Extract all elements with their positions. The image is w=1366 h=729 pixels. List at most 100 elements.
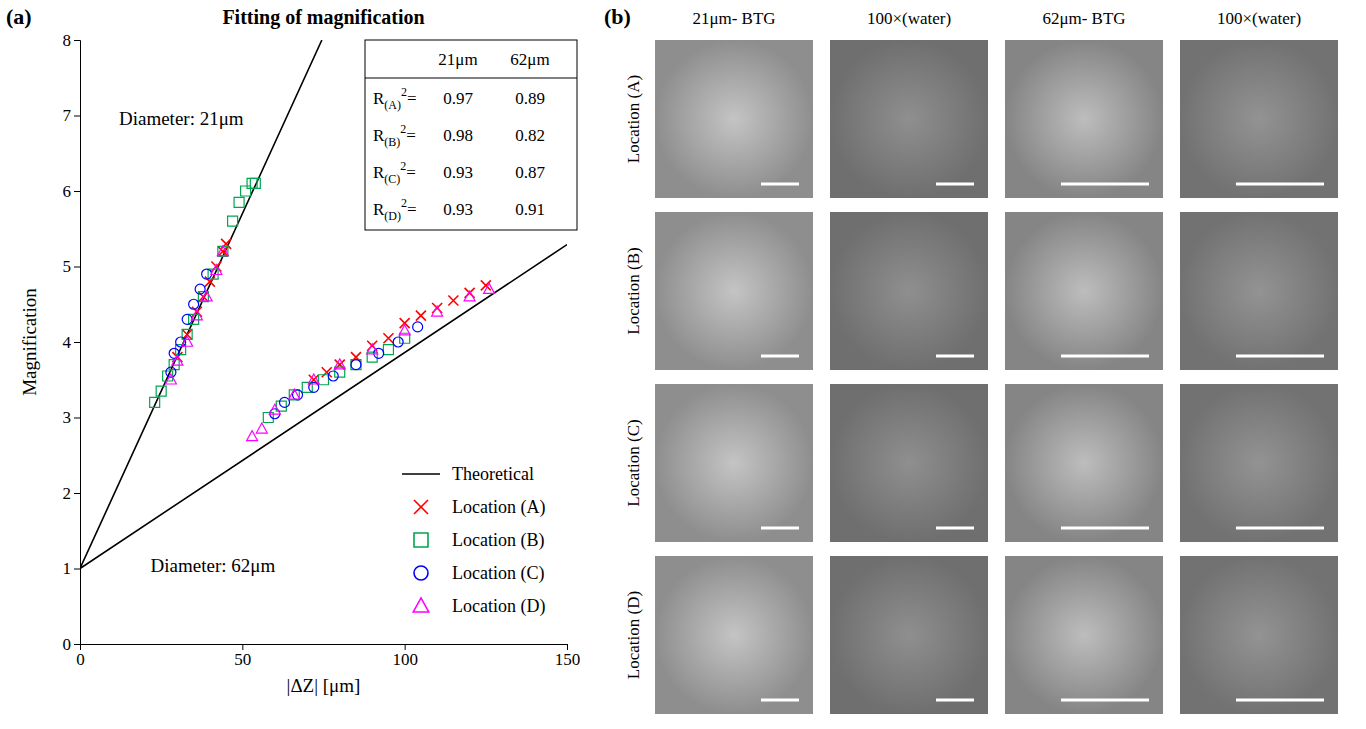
- scale-bar: [936, 527, 974, 530]
- scale-bar: [761, 527, 799, 530]
- x-tick-label: 150: [555, 650, 581, 669]
- y-tick-label: 7: [63, 106, 72, 125]
- data-point: [228, 216, 238, 226]
- image-cell: [655, 384, 813, 542]
- label-suffix: =: [407, 200, 417, 219]
- data-point: [191, 310, 202, 320]
- x-axis: 050100150: [76, 644, 580, 669]
- data-point: [383, 345, 393, 355]
- image-cell: [655, 212, 813, 370]
- data-point: [165, 374, 176, 384]
- figure: (a)Fitting of magnification0501001500123…: [0, 0, 1366, 729]
- legend-label: Location (B): [452, 530, 544, 551]
- legend-swatch: [402, 473, 440, 475]
- image-cell: [1180, 40, 1338, 198]
- y-tick-mark: [74, 116, 80, 117]
- data-point: [241, 186, 251, 196]
- scale-bar: [936, 699, 974, 702]
- table-value: 0.97: [443, 89, 473, 108]
- data-point: [367, 344, 378, 354]
- table-column-head: 62μm: [510, 50, 549, 69]
- y-tick: 3: [63, 408, 81, 427]
- table-rule: [365, 78, 577, 79]
- table-row-label: R(A)2=: [373, 85, 417, 112]
- table-value: 0.98: [443, 126, 473, 145]
- table-row-label: R(B)2=: [373, 122, 416, 149]
- data-point: [250, 178, 260, 188]
- y-tick-mark: [74, 40, 80, 41]
- label-sub: (C): [384, 172, 400, 186]
- data-point: [269, 404, 280, 414]
- column-head: 100×(water): [1217, 9, 1301, 28]
- y-tick-mark: [74, 644, 80, 645]
- scale-bar: [761, 699, 799, 702]
- data-point: [189, 299, 199, 309]
- image-cell: [1005, 40, 1163, 198]
- data-point: [195, 284, 205, 294]
- scale-bar: [1236, 699, 1324, 702]
- scale-bar: [1236, 527, 1324, 530]
- data-point: [328, 371, 338, 381]
- scale-bar: [1061, 183, 1149, 186]
- image-cell: [1180, 212, 1338, 370]
- legend-item: Location (B): [414, 530, 544, 551]
- data-point: [351, 360, 361, 370]
- data-point: [202, 269, 212, 279]
- data-point: [319, 375, 329, 385]
- legend-label: Location (C): [452, 563, 544, 584]
- legend-label: Location (D): [452, 596, 545, 617]
- table-value: 0.89: [515, 89, 545, 108]
- y-tick: 2: [63, 484, 81, 503]
- label-sub: (D): [384, 209, 401, 223]
- x-tick: 0: [76, 644, 85, 669]
- x-tick: 150: [555, 644, 581, 669]
- panel-label: (a): [6, 4, 32, 29]
- data-point: [400, 318, 410, 328]
- image-cell: [655, 40, 813, 198]
- y-tick: 0: [63, 635, 81, 654]
- y-tick: 6: [63, 182, 81, 201]
- y-tick-label: 2: [63, 484, 72, 503]
- scale-bar: [1236, 355, 1324, 358]
- row-label: Location (C): [624, 419, 643, 506]
- y-tick-label: 8: [63, 31, 72, 50]
- x-tick-label: 100: [392, 650, 418, 669]
- table-value: 0.93: [443, 163, 473, 182]
- data-point: [484, 283, 495, 293]
- y-tick-mark: [74, 418, 80, 419]
- scale-bar: [1061, 527, 1149, 530]
- data-point: [335, 360, 345, 370]
- y-tick-label: 5: [63, 257, 72, 276]
- data-point: [416, 311, 426, 321]
- row-label: Location (B): [624, 247, 643, 334]
- column-head: 100×(water): [867, 9, 951, 28]
- data-point: [182, 314, 192, 324]
- y-tick-label: 6: [63, 182, 72, 201]
- data-point: [280, 397, 290, 407]
- label-sub: (A): [384, 98, 401, 112]
- series-points: [166, 269, 423, 419]
- image-cell: [830, 384, 988, 542]
- data-point: [201, 291, 212, 301]
- data-point: [156, 386, 166, 396]
- data-point: [234, 197, 244, 207]
- y-tick: 7: [63, 106, 81, 125]
- data-point: [256, 423, 267, 433]
- legend-item: Location (C): [414, 563, 544, 584]
- label-base: R: [373, 89, 385, 108]
- data-point: [247, 178, 257, 188]
- scale-bar: [1236, 183, 1324, 186]
- legend-swatch: [413, 598, 428, 612]
- table-value: 0.93: [443, 200, 473, 219]
- annotation: Diameter: 62μm: [151, 555, 276, 576]
- image-cell: [1180, 556, 1338, 714]
- column-head: 62μm- BTG: [1042, 9, 1125, 28]
- legend-label: Location (A): [452, 497, 545, 518]
- table-column-head: 21μm: [438, 50, 477, 69]
- image-cell: [1005, 556, 1163, 714]
- row-label: Location (D): [624, 591, 643, 679]
- y-tick-label: 0: [63, 635, 72, 654]
- image-cell: [1180, 384, 1338, 542]
- data-point: [182, 336, 193, 346]
- r-squared-table: 21μm62μmR(A)2=0.970.89R(B)2=0.980.82R(C)…: [365, 40, 577, 230]
